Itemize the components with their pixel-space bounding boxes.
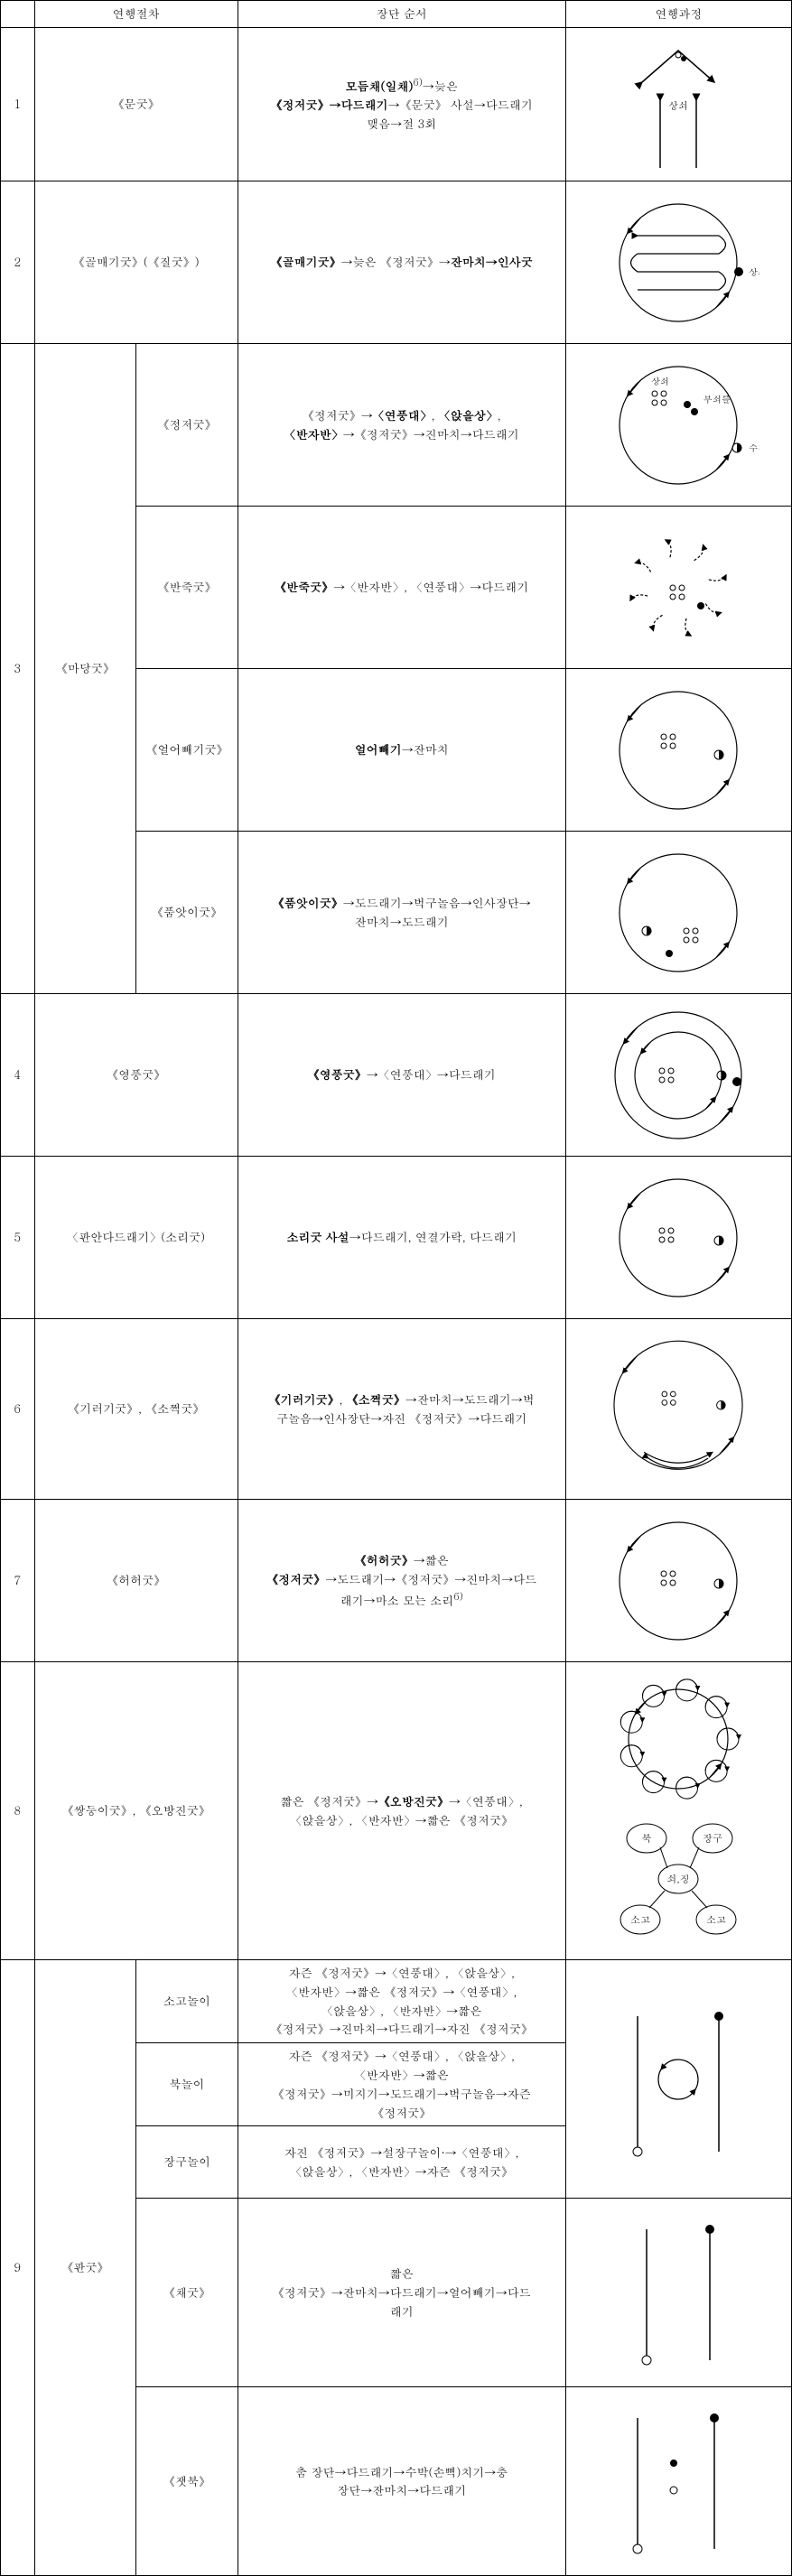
svg-text:북: 북 <box>642 1832 652 1846</box>
diagram-4 <box>572 999 786 1152</box>
row-num: 1 <box>14 95 21 112</box>
performance-table: 연행절차 장단 순서 연행과정 1 《문굿》 모듬채(일채)6)→늦은《정저굿》… <box>0 0 792 2576</box>
svg-text:상쇠: 상쇠 <box>749 265 759 278</box>
diagram-6 <box>572 1328 786 1491</box>
diagram-2: 상쇠 <box>572 186 786 339</box>
diagram-3c <box>572 674 786 827</box>
svg-text:소고: 소고 <box>706 1913 726 1927</box>
svg-text:쇠,징: 쇠,징 <box>667 1873 690 1886</box>
header-order: 장단 순서 <box>238 1 565 28</box>
diagram-3a: 상쇠 부쇠틀 수징 <box>572 349 786 502</box>
svg-text:소고: 소고 <box>630 1913 650 1927</box>
diagram-9d <box>572 2202 786 2383</box>
diagram-9abc <box>572 1980 786 2179</box>
diagram-7 <box>572 1504 786 1658</box>
header-process: 연행과정 <box>565 1 791 28</box>
diagram-1: 상쇠 <box>572 37 786 172</box>
diagram-3d <box>572 836 786 990</box>
svg-text:수징: 수징 <box>749 442 759 454</box>
row-proc: 《문굿》 <box>113 95 160 112</box>
row-order: 모듬채(일채)6)→늦은《정저굿》→다드래기→《문굿》 사설→다드래기맺음→절 … <box>238 28 565 181</box>
header-row: 연행절차 장단 순서 연행과정 <box>1 1 792 28</box>
diagram-9e <box>572 2391 786 2571</box>
diagram-5 <box>572 1161 786 1315</box>
svg-text:상쇠: 상쇠 <box>651 375 669 387</box>
header-proc: 연행절차 <box>34 1 238 28</box>
svg-text:장구: 장구 <box>703 1832 722 1846</box>
diagram-3b <box>572 511 786 665</box>
svg-text:부쇠틀: 부쇠틀 <box>703 393 731 405</box>
svg-text:상쇠: 상쇠 <box>668 99 688 113</box>
header-num <box>1 1 35 28</box>
diagram-8: 북 장구 쇠,징 소고 소고 <box>572 1671 786 1951</box>
